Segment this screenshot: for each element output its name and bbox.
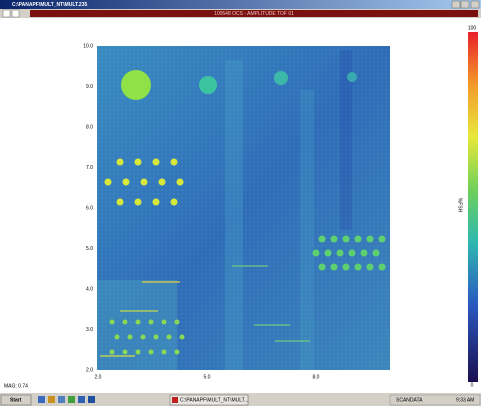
defect xyxy=(180,335,185,340)
defect xyxy=(175,350,180,355)
task-button[interactable]: C:\PANAPF\MULT_NT\MULT... xyxy=(170,395,248,405)
defect xyxy=(355,236,362,243)
start-button[interactable]: Start xyxy=(1,395,31,405)
window-title: C:\PANAPF\MULT_NT\MULT.235 xyxy=(12,2,87,8)
colorbar-top: 100 xyxy=(468,25,477,31)
header-text: 100548 OCS - AMPLITUDE TOF 01 xyxy=(214,11,294,17)
defect xyxy=(379,236,386,243)
defect xyxy=(135,159,142,166)
defect xyxy=(325,250,332,257)
defect xyxy=(110,320,115,325)
defect xyxy=(319,236,326,243)
defect xyxy=(361,250,368,257)
start-label: Start xyxy=(10,397,22,403)
status-mag: MAG: 0.74 xyxy=(4,383,28,389)
task-label: C:\PANAPF\MULT_NT\MULT... xyxy=(180,397,248,403)
tray-label: SCANDATA xyxy=(396,397,423,403)
defect xyxy=(115,335,120,340)
defect xyxy=(313,250,320,257)
defect xyxy=(123,320,128,325)
defect xyxy=(141,179,148,186)
y-tick-label: 6.0 xyxy=(86,205,93,211)
y-tick-label: 5.0 xyxy=(86,246,93,252)
window-controls[interactable] xyxy=(452,1,479,8)
x-tick-label: 8.0 xyxy=(313,374,320,380)
defect xyxy=(171,199,178,206)
defect xyxy=(319,264,326,271)
defect xyxy=(135,199,142,206)
defect xyxy=(149,350,154,355)
defect xyxy=(331,264,338,271)
defect xyxy=(331,236,338,243)
defect xyxy=(153,159,160,166)
defect xyxy=(367,264,374,271)
screen: C:\PANAPF\MULT_NT\MULT.235 100548 OCS - … xyxy=(0,0,481,406)
defect xyxy=(367,236,374,243)
defect xyxy=(343,236,350,243)
y-tick-label: 3.0 xyxy=(86,327,93,333)
defect xyxy=(167,335,172,340)
defect xyxy=(121,70,151,100)
next-button[interactable] xyxy=(12,10,19,17)
defect xyxy=(373,250,380,257)
defect xyxy=(117,159,124,166)
y-tick-label: 7.0 xyxy=(86,165,93,171)
y-tick-label: 10.0 xyxy=(83,43,93,49)
defect xyxy=(128,335,133,340)
defect xyxy=(153,199,160,206)
defect xyxy=(349,250,356,257)
heatmap xyxy=(97,46,390,370)
defect xyxy=(141,335,146,340)
defect xyxy=(177,179,184,186)
colorbar-bottom: 0 xyxy=(471,382,474,388)
defect xyxy=(175,320,180,325)
colorbar xyxy=(468,32,478,382)
prev-button[interactable] xyxy=(3,10,10,17)
defect xyxy=(347,72,357,82)
y-tick-label: 2.0 xyxy=(86,367,93,373)
colorbar-unit: %FSH xyxy=(457,198,463,213)
y-tick-label: 9.0 xyxy=(86,84,93,90)
defect xyxy=(379,264,386,271)
defect xyxy=(136,320,141,325)
defect xyxy=(110,350,115,355)
defect xyxy=(136,350,141,355)
y-tick-label: 4.0 xyxy=(86,286,93,292)
defect xyxy=(159,179,166,186)
x-tick-label: 2.0 xyxy=(95,374,102,380)
defect xyxy=(199,76,217,94)
defect xyxy=(123,179,130,186)
defect xyxy=(337,250,344,257)
defect xyxy=(171,159,178,166)
defect xyxy=(355,264,362,271)
defect xyxy=(123,350,128,355)
defect xyxy=(105,179,112,186)
defect xyxy=(117,199,124,206)
x-tick-label: 5.0 xyxy=(204,374,211,380)
defect xyxy=(162,350,167,355)
defect xyxy=(162,320,167,325)
clock: 9:33 AM xyxy=(456,397,474,403)
defect xyxy=(149,320,154,325)
defect xyxy=(274,71,288,85)
defect xyxy=(154,335,159,340)
y-tick-label: 8.0 xyxy=(86,124,93,130)
defect xyxy=(343,264,350,271)
